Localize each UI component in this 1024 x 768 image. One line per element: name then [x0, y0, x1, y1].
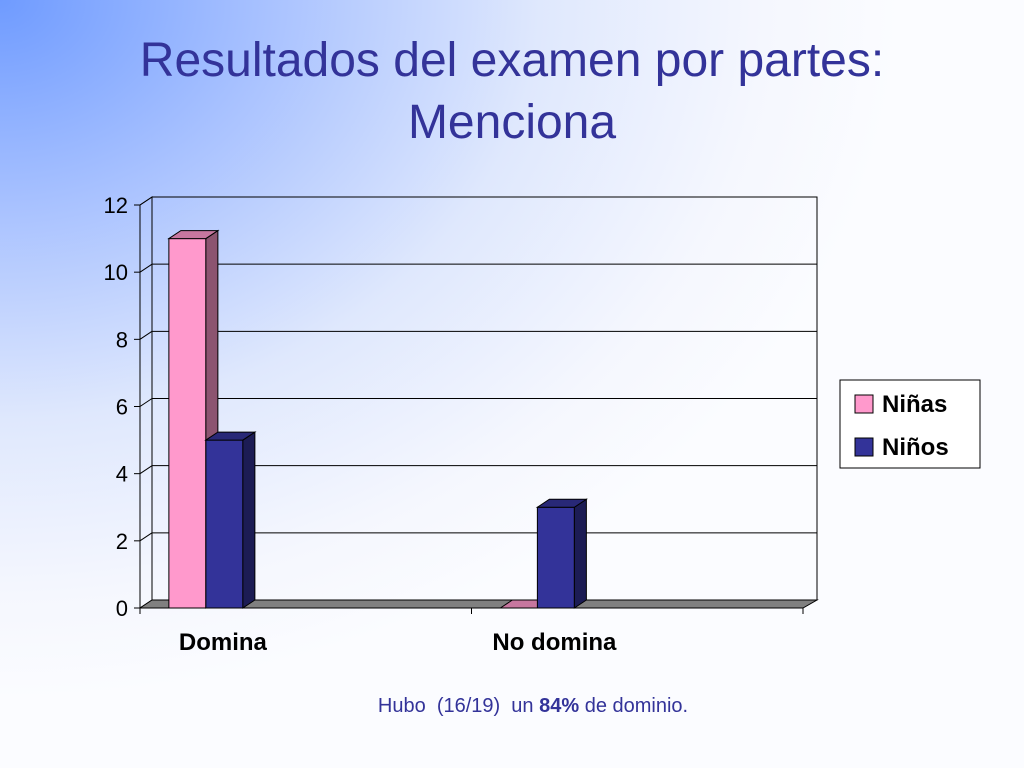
caption: Hubo (16/19) un 84% de dominio. — [0, 695, 1024, 718]
bar-top — [535, 498, 589, 508]
legend-label: Niñas — [882, 391, 947, 418]
y-tick-label: 4 — [116, 462, 128, 487]
legend-swatch — [854, 394, 874, 414]
bar-top — [204, 431, 257, 441]
floor — [138, 599, 819, 609]
legend-swatch — [854, 437, 874, 457]
bar-front — [168, 238, 207, 609]
y-tick-label: 12 — [104, 193, 128, 218]
y-tick-label: 10 — [104, 260, 128, 285]
bar-front — [536, 506, 575, 609]
caption-text: de dominio. — [579, 695, 689, 717]
x-tick-label: No domina — [492, 629, 617, 656]
bar-side — [242, 431, 256, 609]
grid-line — [139, 330, 153, 340]
y-tick-label: 6 — [116, 395, 128, 420]
grid-line — [139, 532, 153, 542]
bar-front — [205, 439, 244, 609]
bar-top — [167, 230, 220, 240]
caption-text: Hubo (16/19) un — [377, 695, 540, 717]
bar — [535, 498, 589, 609]
bar-side — [573, 498, 587, 609]
grid-line — [139, 465, 153, 475]
bar — [204, 431, 257, 609]
y-tick-label: 2 — [116, 529, 128, 554]
y-tick-label: 0 — [116, 596, 128, 621]
grid-line — [139, 263, 153, 273]
caption-highlight: 84% — [539, 695, 580, 717]
grid-line — [139, 196, 153, 206]
chart-title: Resultados del examen por partes: Mencio… — [139, 34, 885, 149]
x-tick-label: Domina — [179, 629, 268, 656]
grid-line — [139, 398, 153, 407]
legend-label: Niños — [882, 434, 949, 461]
y-tick-label: 8 — [116, 327, 128, 352]
